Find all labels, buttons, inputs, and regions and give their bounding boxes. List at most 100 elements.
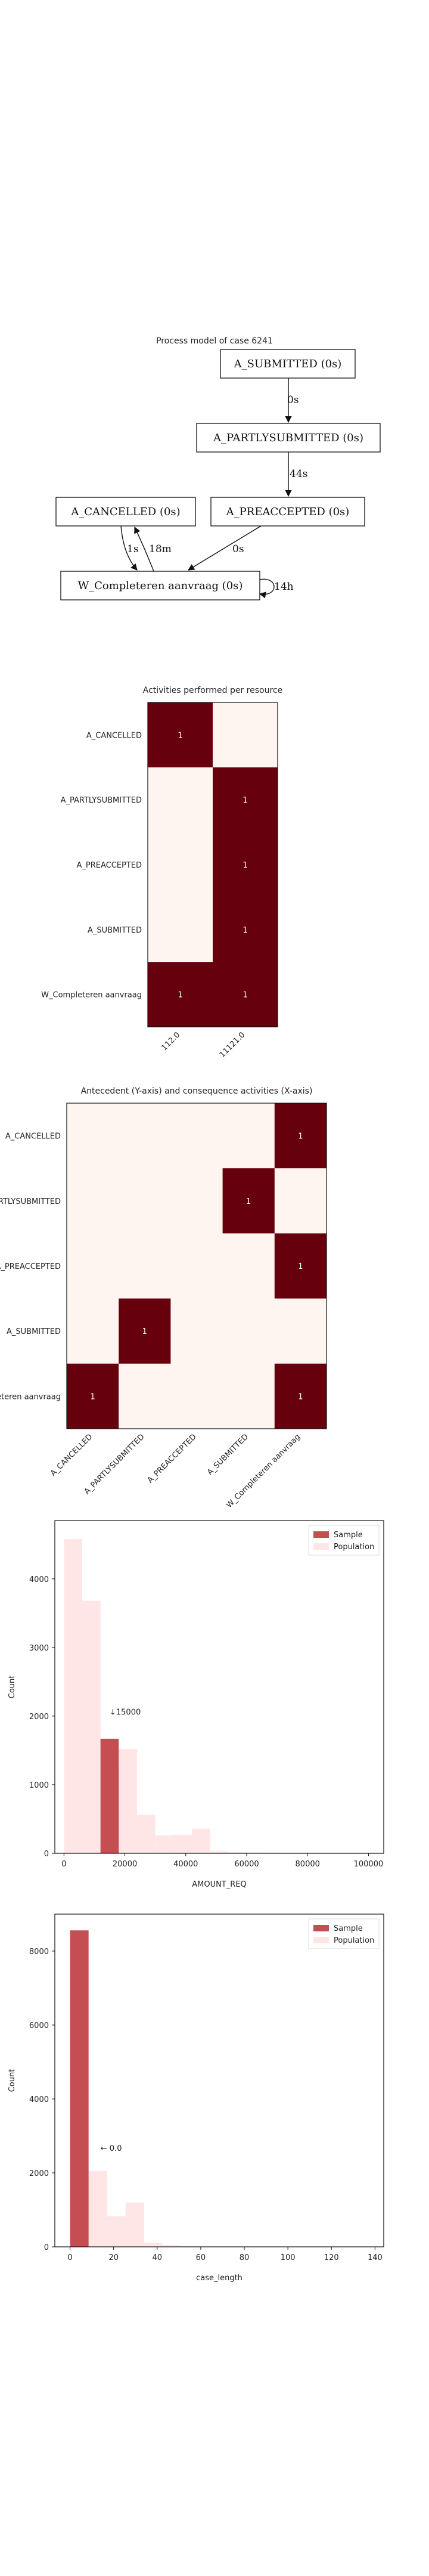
node-w-completeren: W_Completeren aanvraag (0s) [60,571,260,600]
edge-completeren-cancelled [134,526,154,572]
hist-xtick-label: 80 [240,2253,250,2262]
hist-frame [54,1520,384,1854]
heatmap-col-label: A_PREACCEPTED [146,1432,198,1485]
legend-box [308,1918,380,1949]
heatmap-cell [213,897,278,962]
hist-xtick-label: 40000 [173,1860,198,1869]
heatmap-cell [67,1363,119,1429]
edge-cancelled-completeren [120,525,138,571]
heatmap-row-label: W_Completeren aanvraag [0,1392,61,1401]
heatmap-col-label: 112.0 [160,1030,182,1052]
hist-xtick-label: 40 [153,2253,163,2262]
hist-xtick-label: 100000 [354,1860,384,1869]
heatmap-cell [67,1298,119,1364]
heatmap-cell [213,702,278,768]
node-a-preaccepted-label: A_PREACCEPTED (0s) [226,506,350,518]
heatmap-title: Antecedent (Y-axis) and consequence acti… [81,1086,313,1096]
heatmap-cell-label: 1 [90,1392,95,1401]
heatmap-cell [170,1233,223,1299]
heatmap-cell [119,1233,171,1299]
node-a-submitted-label: A_SUBMITTED (0s) [234,358,342,370]
hist-xlabel: case_length [196,2274,243,2283]
hist-ytick-label: 2000 [29,1713,49,1722]
heatmap-cell-label: 1 [246,1197,251,1206]
edge-submitted-partly-label: 0s [287,394,299,406]
heatmap-frame [66,1103,327,1429]
heatmap-frame [147,702,278,1027]
hist-xtick-label: 60000 [234,1860,259,1869]
hist-bar-population [64,1539,82,1853]
legend-label-sample: Sample [334,1924,363,1933]
heatmap-cell [274,1298,327,1364]
hist-bar-population [173,1834,192,1853]
heatmap-col-label: A_CANCELLED [49,1432,94,1478]
heatmap-cell [222,1168,275,1234]
hist-bar-population [82,1600,101,1853]
edge-completeren-cancelled-label: 18m [149,543,172,555]
heatmap-cell [67,1233,119,1299]
hist-ytick-label: 1000 [29,1781,49,1790]
hist-bar-population [228,1852,247,1853]
node-w-completeren-label: W_Completeren aanvraag (0s) [78,580,243,592]
hist-bar-sample [70,1930,89,2247]
node-a-cancelled: A_CANCELLED (0s) [55,497,196,527]
heatmap-cell [67,1103,119,1169]
hist-bar-population [119,1749,137,1853]
heatmap-cell [170,1168,223,1234]
heatmap-cell [170,1103,223,1169]
heatmap-cell [148,962,213,1027]
heatmap-cell [213,832,278,897]
heatmap-cell [222,1363,275,1429]
legend-box [308,1525,380,1556]
hist-ytick-label: 4000 [29,2095,49,2104]
node-a-partlysubmitted-label: A_PARTLYSUBMITTED (0s) [213,432,363,444]
hist-ylabel: Count [8,1676,17,1699]
hist-bar-population [181,2246,200,2247]
heatmap-cell [222,1233,275,1299]
heatmap-cell [119,1298,171,1364]
legend-swatch-population [313,1937,329,1943]
hist-ytick-label: 8000 [29,1948,49,1956]
hist-xtick-label: 0 [67,2253,72,2262]
resource-heatmap: Activities performed per resource 1 1 1 1 1 1 A… [41,686,282,1060]
heatmap-row-label: A_PARTLYSUBMITTED [61,796,142,805]
antecedent-consequence-heatmap: Antecedent (Y-axis) and consequence acti… [0,1086,327,1510]
hist-bar-population [162,2245,182,2247]
hist-frame [54,1914,384,2247]
legend-swatch-population [313,1543,329,1550]
hist-bar-population [107,2216,126,2247]
heatmap-cell [274,1168,327,1234]
heatmap-cell-label: 1 [298,1262,303,1271]
heatmap-row-label: A_SUBMITTED [88,926,142,935]
hist-xtick-label: 80000 [296,1860,320,1869]
heatmap-row-label: W_Completeren aanvraag [41,991,142,1000]
heatmap-cell-label: 1 [298,1132,303,1141]
heatmap-cell [170,1363,223,1429]
node-a-partlysubmitted: A_PARTLYSUBMITTED (0s) [196,423,381,453]
heatmap-cell-label: 1 [243,796,247,805]
heatmap-col-label: A_PARTLYSUBMITTED [83,1432,147,1496]
heatmap-cell [222,1298,275,1364]
legend-label-sample: Sample [334,1531,363,1540]
hist-xlabel: AMOUNT_REQ [192,1880,247,1889]
hist-bar-population [137,1815,156,1853]
heatmap-cell-label: 1 [142,1327,147,1336]
hist-xtick-label: 0 [61,1860,66,1869]
edge-preaccepted-completeren-label: 0s [232,543,244,555]
legend-label-population: Population [334,1936,374,1945]
hist-xtick-label: 60 [196,2253,206,2262]
process-model-graph: Process model of case 6241 A_SUBMITTED (… [55,336,381,600]
hist-ytick-label: 6000 [29,2021,49,2030]
heatmap-cell-label: 1 [298,1392,303,1401]
heatmap-cell-label: 1 [243,861,247,870]
edge-completeren-self-label: 14h [274,581,294,593]
heatmap-cell [119,1363,171,1429]
heatmap-cell [274,1103,327,1169]
heatmap-row-label: A_CANCELLED [86,731,142,740]
edge-completeren-self [259,578,275,599]
hist-bar-sample [100,1738,119,1853]
hist-ylabel: Count [8,2069,17,2092]
heatmap-row-label: A_PREACCEPTED [76,861,142,870]
hist-annotation: ← 0.0 [101,2144,122,2153]
hist-xtick-label: 20 [108,2253,119,2262]
